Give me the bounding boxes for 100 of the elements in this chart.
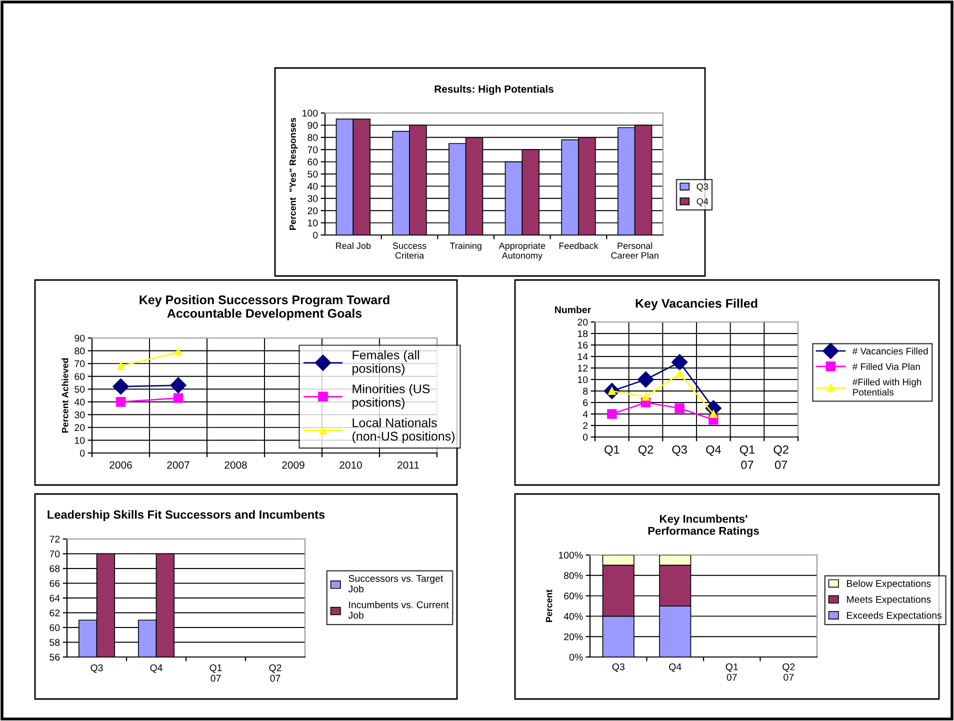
y-axis-title: Percent Achieved bbox=[62, 358, 68, 433]
point bbox=[607, 409, 617, 419]
x-tick-label: Q2 07 bbox=[782, 663, 795, 681]
y-tick-label: 56 bbox=[50, 654, 60, 661]
legend-label: Minorities (US positions) bbox=[352, 384, 430, 410]
legend-label: Exceeds Expectations bbox=[847, 612, 942, 621]
x-tick-label: Appropriate Autonomy bbox=[498, 242, 546, 260]
legend-label: Meets Expectations bbox=[847, 596, 931, 605]
x-tick-label: Personal Career Plan bbox=[611, 242, 658, 259]
y-tick-label: 2 bbox=[583, 422, 588, 430]
legend-label: Successors vs. Target Job bbox=[348, 575, 444, 592]
y-tick-label: 20% bbox=[564, 633, 583, 640]
point bbox=[173, 393, 184, 403]
y-tick-label: 16 bbox=[578, 342, 588, 349]
y-tick-label: 90 bbox=[308, 122, 318, 129]
x-tick-label: Q4 bbox=[150, 664, 162, 673]
y-tick-label: 80 bbox=[74, 348, 85, 354]
x-tick-label: Q3 bbox=[672, 445, 687, 456]
y-tick-label: 100 bbox=[302, 110, 318, 117]
y-tick-label: 10 bbox=[308, 220, 318, 226]
y-tick-label: 14 bbox=[578, 353, 588, 360]
y-axis-title: Number bbox=[555, 306, 591, 314]
y-tick-label: 8 bbox=[583, 388, 588, 395]
y-tick-label: 66 bbox=[50, 580, 60, 587]
y-tick-label: 18 bbox=[578, 330, 588, 338]
x-tick-label: Q2 07 bbox=[269, 664, 282, 682]
point bbox=[674, 403, 684, 414]
x-tick-label: Q1 07 bbox=[740, 445, 755, 470]
point bbox=[116, 362, 125, 370]
chart-title: Key Vacancies Filled bbox=[636, 298, 758, 310]
legend-label: Below Expectations bbox=[847, 580, 931, 589]
point bbox=[710, 410, 718, 418]
x-tick-label: 2007 bbox=[167, 461, 190, 469]
legend-label: # Vacancies Filled bbox=[852, 348, 928, 354]
y-tick-label: 0 bbox=[80, 450, 85, 457]
legend-label: Females (all positions) bbox=[352, 350, 419, 376]
x-tick-label: Q3 bbox=[612, 663, 624, 672]
x-tick-label: Real Job bbox=[336, 242, 371, 249]
y-tick-label: 20 bbox=[74, 424, 85, 432]
y-tick-label: 70 bbox=[50, 550, 60, 558]
y-tick-label: 10 bbox=[74, 436, 85, 444]
x-tick-label: 2006 bbox=[110, 461, 132, 469]
y-tick-label: 70 bbox=[74, 360, 85, 368]
y-tick-label: 12 bbox=[578, 364, 588, 372]
x-tick-label: Q4 bbox=[706, 445, 721, 456]
legend-label: Q4 bbox=[696, 198, 708, 206]
y-tick-label: 50 bbox=[74, 386, 85, 393]
y-tick-label: 30 bbox=[74, 411, 85, 418]
chart-title: Results: High Potentials bbox=[434, 85, 554, 95]
x-tick-label: Q1 bbox=[604, 445, 620, 456]
y-axis-title: Percent "Yes" Responses bbox=[290, 118, 298, 230]
y-tick-label: 0% bbox=[569, 654, 583, 661]
x-tick-label: Feedback bbox=[559, 242, 598, 249]
x-tick-label: Q1 07 bbox=[726, 663, 738, 681]
y-tick-label: 40 bbox=[74, 398, 85, 406]
y-tick-label: 80% bbox=[564, 572, 583, 580]
y-tick-label: 90 bbox=[74, 334, 85, 342]
x-tick-label: 2010 bbox=[340, 461, 362, 469]
x-tick-label: 2008 bbox=[224, 461, 247, 469]
point bbox=[112, 378, 129, 395]
x-tick-label: Training bbox=[450, 242, 482, 251]
point bbox=[116, 397, 126, 407]
y-tick-label: 60 bbox=[50, 624, 60, 632]
point bbox=[174, 348, 182, 356]
y-tick-label: 30 bbox=[308, 195, 318, 202]
x-tick-label: Q1 07 bbox=[210, 664, 222, 682]
x-tick-label: 2011 bbox=[398, 461, 419, 469]
y-tick-label: 50 bbox=[308, 170, 318, 178]
y-tick-label: 60 bbox=[308, 158, 318, 166]
x-tick-label: 2009 bbox=[282, 461, 304, 469]
chart-title: Key Incumbents' Performance Ratings bbox=[648, 514, 759, 538]
y-tick-label: 62 bbox=[50, 609, 60, 616]
y-tick-label: 72 bbox=[50, 536, 60, 543]
y-tick-label: 60% bbox=[564, 592, 583, 600]
point bbox=[642, 392, 650, 401]
y-tick-label: 40 bbox=[307, 182, 318, 190]
legend-label: Q3 bbox=[696, 183, 708, 192]
point bbox=[672, 354, 688, 370]
legend-label: #Filled with High Potentials bbox=[852, 378, 922, 396]
point bbox=[676, 370, 684, 378]
y-tick-label: 20 bbox=[308, 207, 318, 214]
y-tick-label: 6 bbox=[583, 399, 588, 406]
y-tick-label: 10 bbox=[578, 376, 588, 384]
legend-label: Incumbents vs. Current Job bbox=[348, 601, 449, 619]
x-tick-label: Q2 07 bbox=[774, 445, 788, 470]
y-tick-label: 40% bbox=[564, 612, 583, 620]
legend-label: Local Nationals (non-US positions) bbox=[352, 418, 454, 444]
y-tick-label: 0 bbox=[313, 232, 318, 239]
y-tick-label: 58 bbox=[50, 638, 60, 646]
x-tick-label: Q2 bbox=[638, 445, 654, 456]
y-tick-label: 60 bbox=[74, 373, 85, 380]
y-tick-label: 70 bbox=[308, 146, 318, 154]
y-tick-label: 100% bbox=[558, 552, 583, 559]
chart-title: Leadership Skills Fit Successors and Incumbents bbox=[48, 510, 325, 522]
y-tick-label: 0 bbox=[583, 434, 588, 441]
y-tick-label: 20 bbox=[578, 318, 588, 326]
x-tick-label: Success Criteria bbox=[392, 242, 426, 259]
point bbox=[170, 377, 186, 394]
y-tick-label: 64 bbox=[50, 594, 60, 602]
y-axis-title: Percent bbox=[546, 590, 552, 622]
